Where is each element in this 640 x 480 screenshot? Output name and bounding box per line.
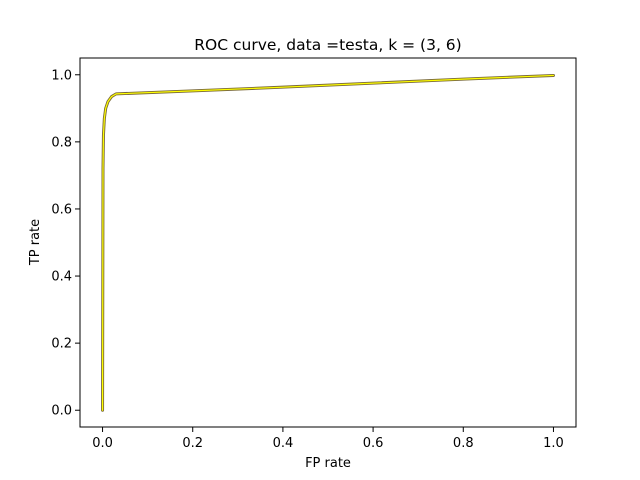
y-axis-ticks: 0.0 0.2 0.4 0.6 0.8 1.0 [51, 68, 80, 419]
y-tick-label: 0.0 [51, 404, 72, 419]
x-tick-label: 0.2 [182, 436, 203, 451]
x-tick-label: 0.6 [363, 436, 384, 451]
roc-series-line-1 [101, 74, 555, 411]
x-axis-ticks: 0.0 0.2 0.4 0.6 0.8 1.0 [92, 427, 564, 451]
y-tick-label: 1.0 [51, 68, 72, 83]
x-tick-label: 1.0 [543, 436, 564, 451]
axes-frame [79, 57, 577, 428]
y-axis-label: TP rate [28, 219, 43, 266]
plot-area: 0.0 0.2 0.4 0.6 0.8 1.0 0.0 0.2 0.4 0.6 0.8 1.0 [51, 57, 577, 451]
x-axis-label: FP rate [305, 456, 351, 471]
y-tick-label: 0.6 [51, 202, 72, 217]
y-tick-label: 0.2 [51, 337, 72, 352]
y-tick-label: 0.4 [51, 270, 72, 285]
chart-title: ROC curve, data =testa, k = (3, 6) [194, 36, 461, 54]
x-tick-label: 0.4 [273, 436, 294, 451]
series-layer [101, 73, 555, 412]
x-tick-label: 0.8 [453, 436, 474, 451]
y-tick-label: 0.8 [51, 135, 72, 150]
x-tick-label: 0.0 [92, 436, 113, 451]
